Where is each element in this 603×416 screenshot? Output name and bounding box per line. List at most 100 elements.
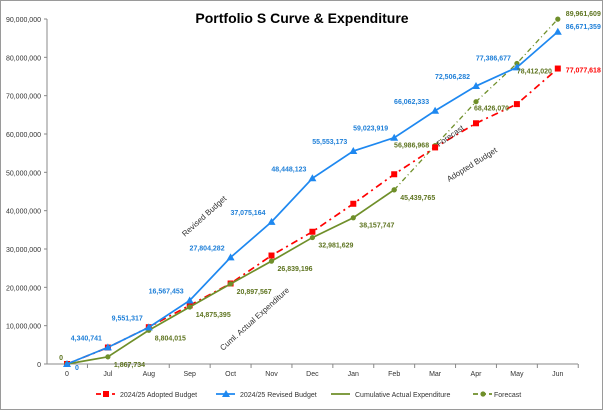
x-tick-label: Oct bbox=[225, 371, 236, 378]
y-tick-label: 80,000,000 bbox=[6, 55, 41, 62]
2024-25-revised-budget-data-label: 37,075,164 bbox=[230, 210, 265, 217]
x-tick-label: Jan bbox=[348, 371, 359, 378]
2024-25-revised-budget-point bbox=[390, 133, 399, 141]
x-tick-label: Nov bbox=[265, 371, 278, 378]
y-tick-label: 90,000,000 bbox=[6, 17, 41, 24]
y-tick-label: 50,000,000 bbox=[6, 170, 41, 177]
2024-25-adopted-budget-point bbox=[554, 65, 561, 72]
y-tick-label: 30,000,000 bbox=[6, 247, 41, 254]
x-tick-label: Aug bbox=[143, 371, 156, 378]
2024-25-revised-budget-point bbox=[431, 106, 440, 114]
x-tick-label: Feb bbox=[388, 371, 400, 378]
2024-25-revised-budget-data-label: 59,023,919 bbox=[353, 126, 388, 133]
2024-25-adopted-budget-point bbox=[473, 120, 479, 127]
legend-item: 2024/25 Revised Budget bbox=[216, 390, 317, 399]
2024-25-revised-budget-data-label: 0 bbox=[75, 365, 79, 372]
y-tick-label: 20,000,000 bbox=[6, 285, 41, 292]
x-tick-label: 0 bbox=[65, 371, 69, 378]
x-tick-label: Sep bbox=[183, 371, 196, 378]
2024-25-revised-budget-data-label: 27,804,282 bbox=[190, 245, 225, 252]
legend-label: Cumulative Actual Expenditure bbox=[355, 392, 450, 399]
data-labels: 56,986,968 68,426,070 78,412,020 89,961,609… bbox=[59, 11, 601, 372]
legend-item: Cumulative Actual Expenditure bbox=[331, 392, 450, 399]
forecast-data-label: 89,961,609 bbox=[566, 11, 601, 18]
legend-marker-2024-25-adopted-budget bbox=[103, 391, 109, 397]
cumulative-actual-expenditure-data-label: 26,839,196 bbox=[278, 266, 313, 273]
2024-25-revised-budget-point bbox=[472, 82, 480, 90]
cumulative-actual-expenditure-data-label: 8,804,015 bbox=[155, 335, 186, 342]
2024-25-revised-budget-data-label: 72,506,282 bbox=[435, 74, 470, 81]
2024-25-revised-budget-point bbox=[63, 360, 71, 367]
2024-25-revised-budget-data-label: 86,671,359 bbox=[566, 24, 601, 31]
2024-25-adopted-budget-point bbox=[432, 144, 439, 151]
forecast-data-label: 68,426,070 bbox=[474, 106, 509, 113]
annotation-adopted-budget: Adopted Budget bbox=[445, 145, 499, 183]
cumulative-actual-expenditure-data-label: 14,875,395 bbox=[196, 312, 231, 319]
x-tick-label: Jun bbox=[552, 371, 563, 378]
2024-25-revised-budget-point bbox=[144, 323, 153, 331]
chart-title: Portfolio S Curve & Expenditure bbox=[195, 10, 408, 26]
x-tick-label: Mar bbox=[429, 371, 442, 378]
cumulative-actual-expenditure-point bbox=[350, 215, 356, 221]
2024-25-revised-budget-point bbox=[267, 217, 276, 225]
legend-label: Forecast bbox=[494, 392, 521, 399]
2024-25-revised-budget-data-label: 9,551,317 bbox=[112, 315, 143, 322]
2024-25-revised-budget-point bbox=[226, 253, 235, 261]
2024-25-revised-budget-data-label: 48,448,123 bbox=[271, 166, 306, 173]
x-tick-label: Jul bbox=[103, 371, 112, 378]
2024-25-adopted-budget-point bbox=[513, 101, 520, 108]
cumulative-actual-expenditure-data-label: 45,439,765 bbox=[400, 195, 435, 202]
2024-25-revised-budget-data-label: 55,553,173 bbox=[312, 139, 347, 146]
2024-25-revised-budget-point bbox=[103, 343, 112, 351]
2024-25-adopted-budget-point bbox=[268, 252, 275, 259]
x-tick-label: May bbox=[510, 371, 524, 378]
cumulative-actual-expenditure-point bbox=[268, 258, 275, 264]
y-tick-label: 70,000,000 bbox=[6, 94, 41, 101]
cumulative-actual-expenditure-point bbox=[309, 234, 315, 241]
legend-label: 2024/25 Adopted Budget bbox=[120, 392, 197, 399]
annotation-forecast: Forecast bbox=[435, 123, 466, 149]
2024-25-revised-budget-line bbox=[66, 31, 559, 365]
2024-25-revised-budget-point bbox=[349, 147, 358, 155]
2024-25-revised-budget-point bbox=[512, 63, 521, 71]
cumulative-actual-expenditure-data-label: 20,897,567 bbox=[237, 289, 272, 296]
forecast-point bbox=[555, 16, 561, 22]
2024-25-revised-budget-data-label: 66,062,333 bbox=[394, 99, 429, 106]
cumulative-actual-expenditure-point bbox=[105, 354, 111, 360]
cumulative-actual-expenditure-point bbox=[228, 281, 234, 287]
legend-item: 2024/25 Adopted Budget bbox=[96, 391, 197, 399]
x-tick-label: Apr bbox=[471, 371, 483, 378]
cumulative-actual-expenditure-data-label: 1,867,734 bbox=[114, 362, 145, 369]
annotation-revised-budget: Revised Budget bbox=[180, 193, 229, 238]
2024-25-revised-budget-data-label: 77,386,677 bbox=[476, 55, 511, 62]
cumulative-actual-expenditure-data-label: 38,157,747 bbox=[359, 223, 394, 230]
series-layer bbox=[63, 16, 562, 367]
cumulative-actual-expenditure-data-label: 0 bbox=[59, 355, 63, 362]
y-tick-label: 60,000,000 bbox=[6, 132, 41, 139]
cumulative-actual-expenditure-point bbox=[391, 187, 397, 193]
2024-25-revised-budget-point bbox=[185, 296, 194, 304]
legend: 2024/25 Adopted Budget 2024/25 Revised Bu… bbox=[96, 390, 521, 399]
y-tick-label: 40,000,000 bbox=[6, 209, 41, 216]
legend-item: Forecast bbox=[473, 391, 521, 399]
2024-25-revised-budget-data-label: 16,567,453 bbox=[149, 288, 184, 295]
cumulative-actual-expenditure-point bbox=[187, 304, 193, 310]
2024-25-adopted-budget-point bbox=[350, 200, 357, 207]
y-tick-label: 0 bbox=[37, 362, 41, 369]
2024-25-revised-budget-data-label: 4,340,741 bbox=[71, 335, 102, 342]
2024-25-adopted-budget-point bbox=[309, 228, 316, 235]
forecast-data-label: 56,986,968 bbox=[394, 143, 429, 150]
y-tick-label: 10,000,000 bbox=[6, 324, 41, 331]
x-tick-label: Dec bbox=[306, 371, 319, 378]
2024-25-revised-budget-point bbox=[553, 27, 562, 35]
forecast-data-label: 78,412,020 bbox=[517, 68, 552, 75]
forecast-point bbox=[473, 99, 479, 105]
2024-25-revised-budget-point bbox=[308, 174, 317, 182]
legend-label: 2024/25 Revised Budget bbox=[240, 392, 317, 399]
legend-marker-forecast bbox=[480, 391, 486, 397]
2024-25-adopted-budget-data-label: 77,077,618 bbox=[566, 68, 601, 75]
cumulative-actual-expenditure-data-label: 32,981,629 bbox=[318, 243, 353, 250]
legend-marker-2024-25-revised-budget bbox=[222, 390, 230, 397]
